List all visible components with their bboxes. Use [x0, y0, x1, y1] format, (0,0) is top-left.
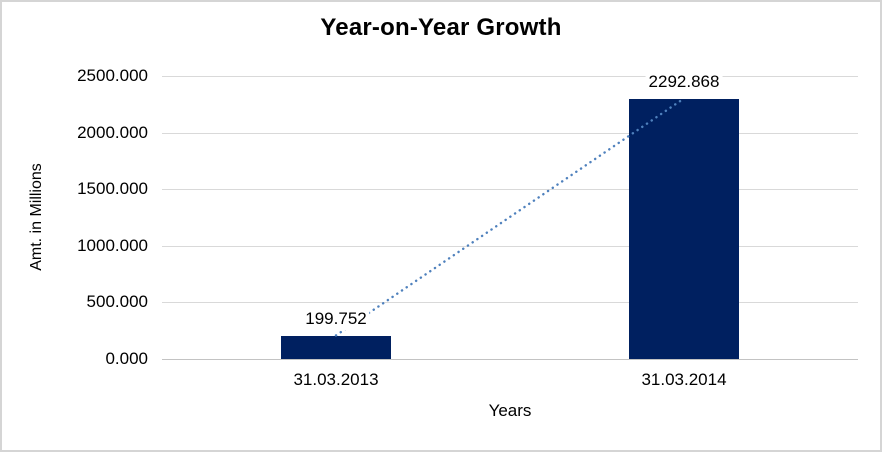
y-tick-label: 2500.000	[77, 66, 148, 85]
y-tick-label: 0.000	[105, 349, 148, 368]
bar-value-label-2014: 2292.868	[645, 71, 723, 93]
y-tick-label: 1000.000	[77, 236, 148, 255]
chart-title: Year-on-Year Growth	[320, 14, 562, 41]
bar-31-03-2013	[281, 336, 391, 359]
x-axis-line	[162, 359, 858, 360]
gridline-1500	[162, 189, 858, 190]
x-tick-label-2013: 31.03.2013	[293, 370, 379, 389]
gridline-500	[162, 302, 858, 303]
bar-value-label-2013: 199.752	[302, 308, 370, 330]
x-axis-title: Years	[488, 401, 532, 420]
gridline-1000	[162, 246, 858, 247]
y-tick-label: 500.000	[86, 292, 148, 311]
y-tick-label: 2000.000	[77, 123, 148, 142]
gridline-2000	[162, 133, 858, 134]
y-tick-label: 1500.000	[77, 179, 148, 198]
x-tick-label-2014: 31.03.2014	[641, 370, 727, 389]
bar-31-03-2014	[629, 99, 739, 359]
gridline-2500	[162, 76, 858, 77]
